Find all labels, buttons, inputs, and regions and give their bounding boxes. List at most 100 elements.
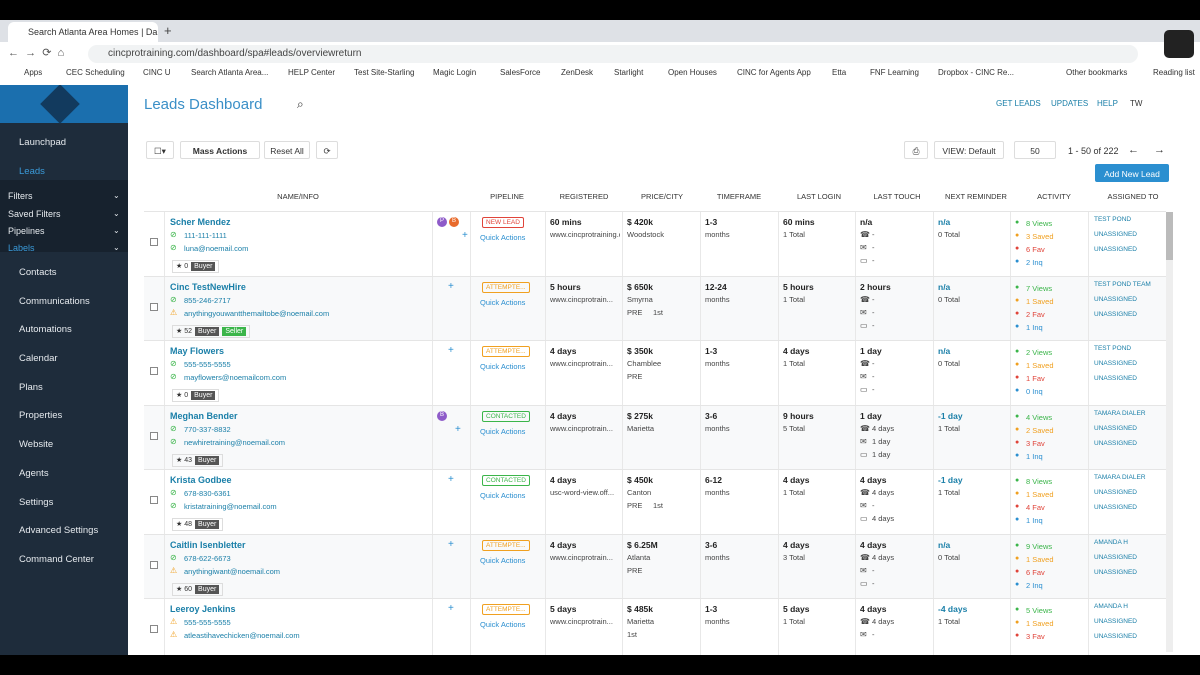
address-bar[interactable]: cincprotraining.com/dashboard/spa#leads/… [88, 45, 1138, 63]
assigned[interactable]: AMANDA H [1094, 603, 1128, 610]
email[interactable]: kristatraining@noemail.com [184, 502, 277, 511]
phone[interactable]: 111-111-1111 [184, 231, 227, 240]
activity[interactable]: 0 Inq [1026, 387, 1043, 396]
nav-item[interactable]: Automations [19, 324, 72, 335]
assigned[interactable]: UNASSIGNED [1094, 439, 1137, 447]
activity[interactable]: 1 Saved [1026, 296, 1054, 306]
activity[interactable]: 5 Views [1026, 606, 1053, 615]
phone[interactable]: 555-555-5555 [184, 618, 231, 627]
phone[interactable]: 678-830-6361 [184, 489, 231, 498]
pipeline-badge[interactable]: CONTACTED [482, 410, 530, 422]
activity[interactable]: 7 Views [1026, 283, 1053, 293]
add-icon[interactable]: + [455, 423, 461, 435]
add-icon[interactable]: + [448, 603, 454, 614]
activity[interactable]: 3 Fav [1026, 632, 1045, 641]
checkbox[interactable] [150, 625, 158, 633]
bookmark[interactable]: Open Houses [668, 68, 717, 77]
pipeline-badge[interactable]: CONTACTED [482, 475, 530, 486]
quick-actions[interactable]: Quick Actions [480, 555, 526, 565]
activity[interactable]: 9 Views [1026, 541, 1053, 551]
extension-icon[interactable] [1164, 30, 1194, 58]
email[interactable]: mayflowers@noemailcom.com [184, 373, 287, 382]
page-title[interactable]: Leads Dashboard [144, 96, 263, 113]
bookmark[interactable]: Magic Login [433, 68, 477, 77]
lead-name[interactable]: Meghan Bender [170, 410, 238, 421]
activity[interactable]: 1 Saved [1026, 361, 1054, 370]
view-select[interactable]: VIEW: Default [934, 141, 1004, 159]
assigned[interactable]: UNASSIGNED [1094, 568, 1137, 576]
add-icon[interactable]: + [462, 230, 468, 241]
nav-item[interactable]: Contacts [19, 267, 57, 278]
pipeline-badge[interactable]: NEW LEAD [482, 217, 524, 228]
phone[interactable]: 678-622-6673 [184, 553, 231, 563]
activity[interactable]: 1 Inq [1026, 322, 1043, 332]
assigned[interactable]: UNASSIGNED [1094, 424, 1137, 432]
reset-all[interactable]: Reset All [264, 141, 310, 159]
assigned[interactable]: TEST POND [1094, 345, 1132, 352]
print[interactable]: ⎙ [904, 141, 928, 159]
activity[interactable]: 1 Saved [1026, 554, 1054, 564]
email[interactable]: anythingiwant@noemail.com [184, 566, 280, 576]
assigned[interactable]: UNASSIGNED [1094, 310, 1137, 318]
nav-buttons[interactable]: ← → ⟳ ⌂ [8, 47, 65, 59]
checkbox[interactable] [150, 431, 158, 440]
bookmark[interactable]: Search Atlanta Area... [191, 68, 269, 77]
header-link[interactable]: HELP [1097, 99, 1118, 108]
add-lead[interactable]: Add New Lead [1095, 164, 1169, 182]
assigned[interactable]: UNASSIGNED [1094, 360, 1137, 367]
email[interactable]: anythingyouwantthemailtobe@noemail.com [184, 308, 330, 318]
refresh[interactable]: ⟳ [316, 141, 338, 159]
nav-item[interactable]: Communications [19, 296, 90, 307]
mass-actions[interactable]: Mass Actions [180, 141, 260, 159]
lead-name[interactable]: Scher Mendez [170, 217, 231, 227]
bookmark[interactable]: SalesForce [500, 68, 541, 77]
next[interactable]: → [1154, 144, 1165, 156]
assigned[interactable]: UNASSIGNED [1094, 618, 1137, 625]
activity[interactable]: 6 Fav [1026, 567, 1045, 577]
header-link[interactable]: GET LEADS [996, 99, 1041, 108]
nav-item[interactable]: Launchpad [19, 137, 67, 148]
activity[interactable]: 2 Saved [1026, 425, 1054, 435]
assigned[interactable]: UNASSIGNED [1094, 504, 1137, 511]
activity[interactable]: 3 Fav [1026, 438, 1045, 448]
assigned[interactable]: UNASSIGNED [1094, 553, 1137, 561]
new-tab[interactable]: + [164, 23, 172, 38]
assigned[interactable]: TAMARA DIALER [1094, 474, 1146, 481]
bookmark[interactable]: Other bookmarks [1066, 68, 1128, 77]
lead-name[interactable]: Krista Godbee [170, 475, 232, 485]
add-icon[interactable]: + [448, 538, 454, 550]
phone[interactable]: 855-246-2717 [184, 295, 231, 305]
bookmark[interactable]: FNF Learning [870, 68, 919, 77]
checkbox[interactable] [150, 367, 158, 375]
activity[interactable]: 6 Fav [1026, 245, 1045, 254]
add-icon[interactable]: + [448, 280, 454, 292]
activity[interactable]: 2 Inq [1026, 580, 1043, 590]
pipeline-badge[interactable]: ATTEMPTE... [482, 539, 530, 551]
nav-item[interactable]: Advanced Settings [19, 525, 99, 536]
nav-sub-item[interactable]: Pipelines [8, 226, 45, 236]
activity[interactable]: 1 Saved [1026, 619, 1054, 628]
bookmark[interactable]: HELP Center [288, 68, 335, 77]
assigned[interactable]: UNASSIGNED [1094, 295, 1137, 303]
checkbox[interactable] [150, 302, 158, 311]
bookmark[interactable]: Apps [24, 68, 43, 77]
phone[interactable]: 770-337-8832 [184, 424, 231, 434]
activity[interactable]: 1 Saved [1026, 490, 1054, 499]
bookmark[interactable]: Reading list [1153, 68, 1195, 77]
nav-item[interactable]: Leads [19, 166, 45, 177]
activity[interactable]: 2 Fav [1026, 309, 1045, 319]
quick-actions[interactable]: Quick Actions [480, 491, 526, 500]
lead-name[interactable]: Caitlin Isenbletter [170, 539, 246, 550]
lead-name[interactable]: Cinc TestNewHire [170, 281, 246, 292]
assigned[interactable]: UNASSIGNED [1094, 633, 1137, 640]
activity[interactable]: 3 Saved [1026, 232, 1054, 241]
activity[interactable]: 8 Views [1026, 219, 1053, 228]
bookmark[interactable]: Dropbox - CINC Re... [938, 68, 1015, 77]
quick-actions[interactable]: Quick Actions [480, 297, 526, 307]
quick-actions[interactable]: Quick Actions [480, 426, 526, 436]
nav-item[interactable]: Calendar [19, 353, 58, 364]
header-link[interactable]: UPDATES [1051, 99, 1089, 108]
assigned[interactable]: UNASSIGNED [1094, 375, 1137, 382]
bookmark[interactable]: Test Site-Starling [354, 68, 415, 77]
quick-actions[interactable]: Quick Actions [480, 362, 526, 371]
